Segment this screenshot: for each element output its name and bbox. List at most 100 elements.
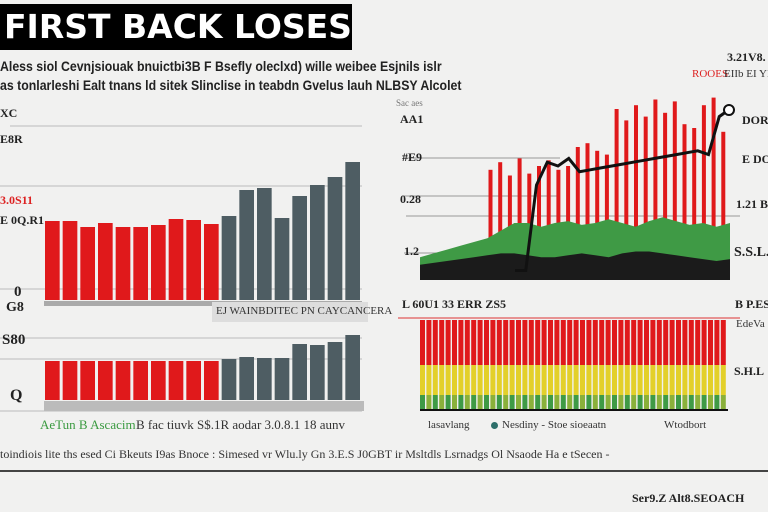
bar-segment-green <box>624 395 630 410</box>
bar-segment-yellow <box>682 365 688 395</box>
bar-segment-green <box>528 395 534 410</box>
bar-segment-red <box>605 320 611 365</box>
bar-segment-green <box>599 395 605 410</box>
bar-segment-green <box>452 395 457 410</box>
bar <box>653 99 658 280</box>
bar <box>711 97 716 280</box>
bar-segment-red <box>688 320 694 365</box>
right-axis-tick-3: S.S.L.L <box>734 245 768 260</box>
bar-segment-green <box>637 395 643 410</box>
legend-right-0: lasavlang <box>428 419 470 431</box>
bar-segment-red <box>714 320 720 365</box>
bar-segment-green <box>426 395 432 410</box>
bar-segment-yellow <box>477 365 483 395</box>
right-tick-0: Sac aes <box>396 98 423 108</box>
bar-segment-yellow <box>496 365 502 395</box>
bar <box>310 345 325 400</box>
bar <box>98 223 113 300</box>
bar-segment-red <box>676 320 681 365</box>
bar <box>345 335 360 400</box>
bar <box>537 166 541 280</box>
bar-segment-red <box>535 320 541 365</box>
bar <box>186 361 201 400</box>
bar-segment-red <box>522 320 528 365</box>
left-bottom-tick-1: Q <box>10 387 23 404</box>
bar <box>115 227 131 300</box>
legend-left-1: B fac tiuvk S$.1R aodar 3.0.8.1 18 aunv <box>136 417 346 432</box>
bar <box>663 112 668 280</box>
bar-segment-yellow <box>701 365 707 395</box>
bar-segment-green <box>458 395 464 410</box>
bar-segment-red <box>624 320 630 365</box>
legend-left-0: AeTun B Ascacim <box>40 417 136 432</box>
bar-segment-red <box>445 320 451 365</box>
bar <box>721 131 726 280</box>
right-bottom-header: L 60U1 33 ERR ZS5 <box>402 297 507 311</box>
bar-segment-yellow <box>541 365 547 395</box>
right-bottom-label: B P.ES <box>735 297 768 311</box>
bar-segment-green <box>592 395 598 410</box>
bar-segment-yellow <box>420 365 425 395</box>
bar-segment-green <box>612 395 617 410</box>
bar-segment-yellow <box>503 365 509 395</box>
bar <box>274 358 290 400</box>
bar <box>672 101 677 281</box>
bar-segment-red <box>516 320 521 365</box>
bar-segment-green <box>541 395 547 410</box>
bar-segment-red <box>452 320 457 365</box>
bar-segment-red <box>682 320 688 365</box>
left-tick-2: 3.0S11 <box>0 193 34 207</box>
footnote: toindiois lite ths esed Ci Bkeuts I9as B… <box>0 447 610 461</box>
left-bottom-tick-0: S80 <box>2 332 26 348</box>
bar <box>168 361 184 400</box>
bar-segment-yellow <box>516 365 521 395</box>
left-tick-5: G8 <box>6 300 24 315</box>
bar-segment-yellow <box>490 365 496 395</box>
right-axis-tick-2: 1.21 B <box>736 197 768 211</box>
left-tick-0: XC <box>0 106 18 120</box>
bar <box>204 361 219 400</box>
bar-segment-red <box>541 320 547 365</box>
bar-segment-red <box>464 320 470 365</box>
bar-segment-red <box>471 320 477 365</box>
bar-segment-yellow <box>560 365 566 395</box>
bar <box>62 361 78 400</box>
left-tick-3: E 0Q.R1 <box>0 213 45 227</box>
bar-segment-yellow <box>426 365 432 395</box>
bar <box>98 361 113 400</box>
bar <box>310 185 325 300</box>
bar-segment-green <box>503 395 509 410</box>
bar-segment-red <box>586 320 592 365</box>
bar-segment-yellow <box>592 365 598 395</box>
left-tick-1: E8R <box>0 132 23 146</box>
bar-segment-green <box>650 395 656 410</box>
bar-segment-red <box>695 320 701 365</box>
bar <box>292 196 307 300</box>
bar-segment-green <box>560 395 566 410</box>
legend-right-2: Wtodbort <box>664 419 707 431</box>
bar-segment-yellow <box>452 365 457 395</box>
bar <box>692 128 697 280</box>
bar-segment-green <box>688 395 694 410</box>
bar-segment-red <box>567 320 573 365</box>
bar <box>62 221 78 300</box>
legend-right-1: Nesdiny - Stoe sioeaatn <box>502 419 607 431</box>
bar <box>80 361 95 400</box>
bar-segment-green <box>516 395 521 410</box>
right-bottom-label-3: S.H.L <box>734 364 765 378</box>
bar-segment-yellow <box>695 365 701 395</box>
bar-segment-green <box>586 395 592 410</box>
bar <box>292 344 307 400</box>
bar <box>595 150 600 280</box>
bar-segment-yellow <box>708 365 713 395</box>
right-tick-2: #E9 <box>402 150 423 164</box>
axis-band <box>44 401 364 411</box>
bar <box>274 218 290 300</box>
bar <box>221 216 237 300</box>
bar <box>575 147 580 280</box>
bar-segment-green <box>631 395 637 410</box>
bar <box>151 225 166 300</box>
left-tick-4: 0 <box>14 284 22 300</box>
bar-segment-red <box>618 320 624 365</box>
subtitle-line-1: Aless siol Cevnjsiouak bnuictbi3B F Bsef… <box>0 58 442 74</box>
